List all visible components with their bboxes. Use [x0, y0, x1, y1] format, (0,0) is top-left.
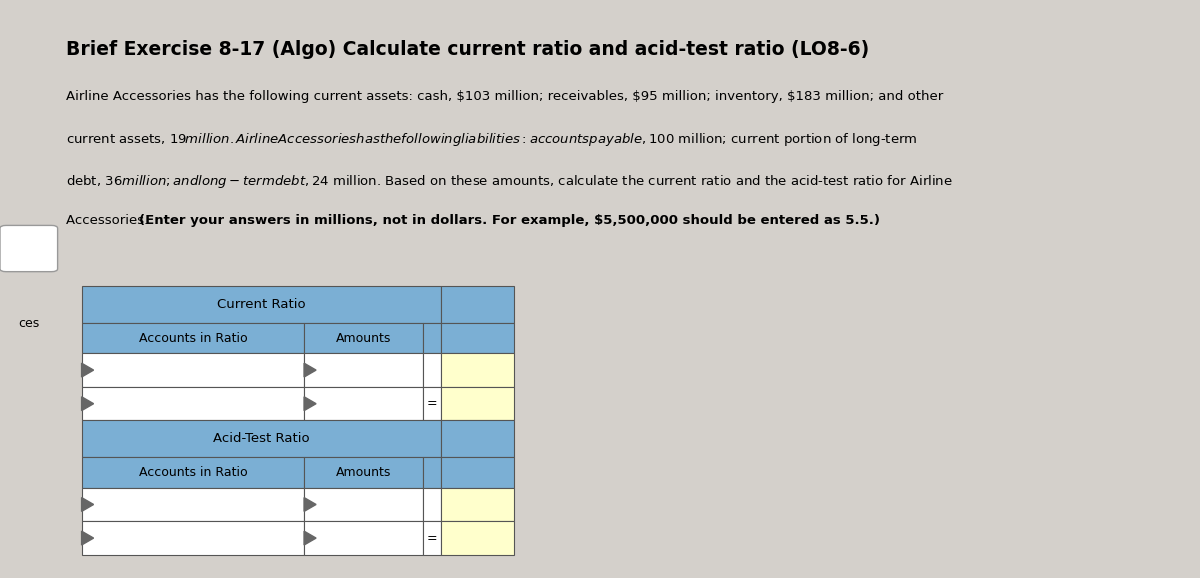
- Text: Acid-Test Ratio: Acid-Test Ratio: [212, 432, 310, 445]
- Text: Airline Accessories has the following current assets: cash, $103 million; receiv: Airline Accessories has the following cu…: [66, 90, 943, 102]
- Text: =: =: [427, 397, 437, 410]
- Text: Amounts: Amounts: [336, 466, 391, 479]
- Text: =: =: [427, 532, 437, 544]
- Text: Accounts in Ratio: Accounts in Ratio: [138, 466, 247, 479]
- Text: Accessories.: Accessories.: [66, 214, 152, 227]
- Text: ces: ces: [18, 317, 40, 330]
- Text: debt, $36 million; and long-term debt, $24 million. Based on these amounts, calc: debt, $36 million; and long-term debt, $…: [66, 173, 953, 190]
- Text: Accounts in Ratio: Accounts in Ratio: [138, 332, 247, 344]
- Text: Current Ratio: Current Ratio: [217, 298, 306, 311]
- Text: Amounts: Amounts: [336, 332, 391, 344]
- Text: (Enter your answers in millions, not in dollars. For example, $5,500,000 should : (Enter your answers in millions, not in …: [139, 214, 881, 227]
- Text: Brief Exercise 8-17 (Algo) Calculate current ratio and acid-test ratio (LO8-6): Brief Exercise 8-17 (Algo) Calculate cur…: [66, 40, 869, 60]
- Text: current assets, $19 million. Airline Accessories has the following liabilities: : current assets, $19 million. Airline Acc…: [66, 131, 918, 148]
- Text: :38: :38: [19, 242, 38, 255]
